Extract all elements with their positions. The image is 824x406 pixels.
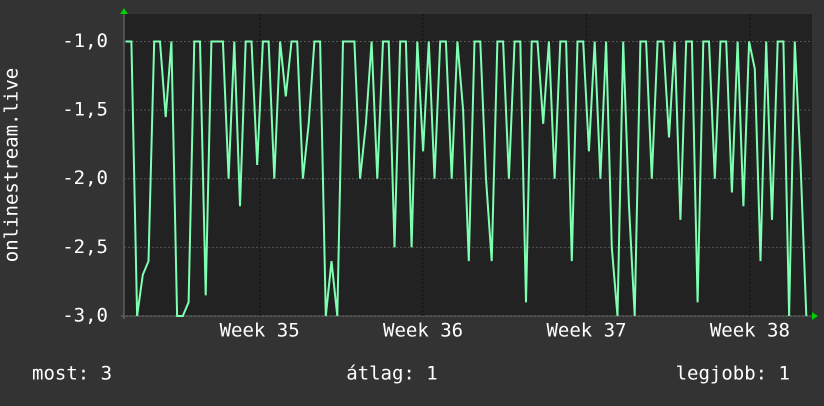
footer-current: most: 3 (32, 363, 112, 385)
series-line (125, 40, 808, 317)
y-tick-label: -2,0 (62, 167, 108, 189)
y-tick-label: -1,5 (62, 99, 108, 121)
x-tick-label: Week 36 (383, 320, 463, 342)
x-tick-label: Week 35 (220, 320, 300, 342)
y-tick-label: -2,5 (62, 236, 108, 258)
footer-best: legjobb: 1 (676, 363, 790, 385)
y-tick-label: -3,0 (62, 305, 108, 327)
x-tick-label: Week 37 (546, 320, 626, 342)
x-tick-label: Week 38 (710, 320, 790, 342)
y-tick-label: -1,0 (62, 30, 108, 52)
y-axis-label: onlinestream.live (1, 68, 23, 262)
footer-average: átlag: 1 (346, 363, 438, 385)
